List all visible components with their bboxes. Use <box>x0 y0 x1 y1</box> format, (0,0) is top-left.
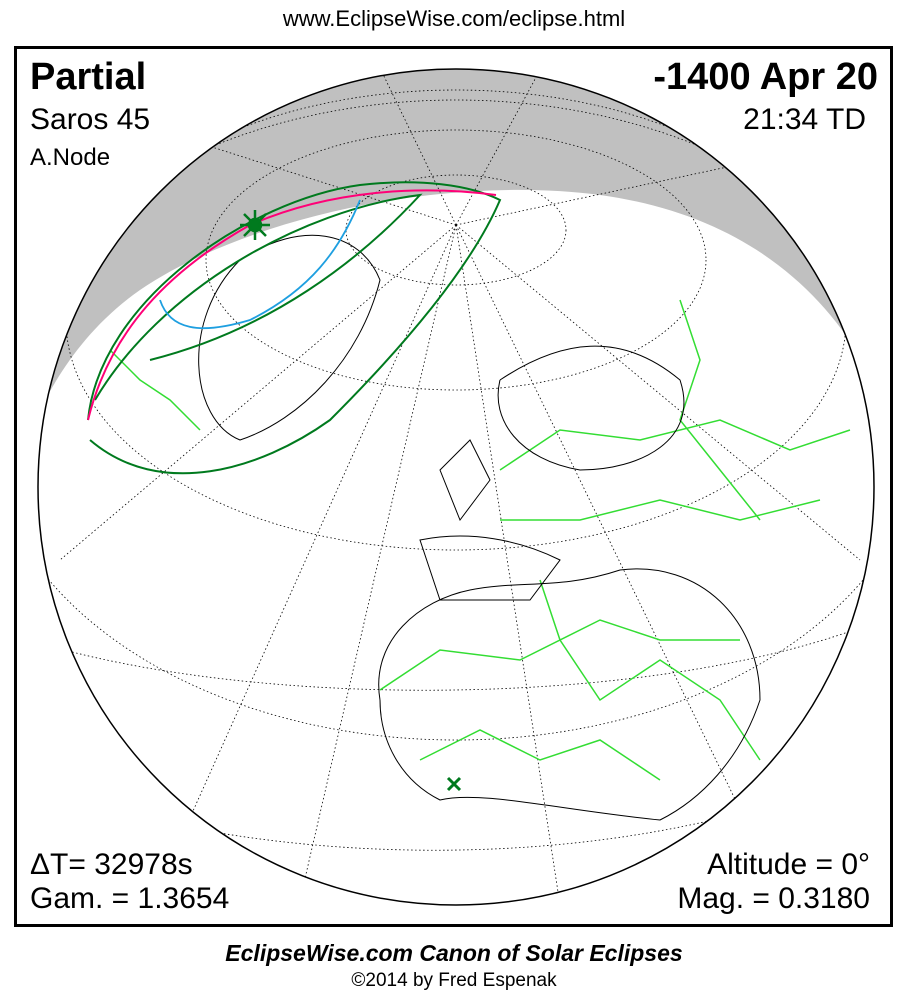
rise-set-curve <box>159 199 361 330</box>
coastlines <box>198 234 761 821</box>
map-frame <box>14 46 893 927</box>
canon-title: EclipseWise.com Canon of Solar Eclipses <box>225 940 683 966</box>
copyright: ©2014 by Fred Espenak <box>351 970 557 991</box>
delta-t: ΔT= 32978s <box>30 848 193 881</box>
sun-star-icon <box>240 210 270 240</box>
magnitude: Mag. = 0.3180 <box>677 882 870 915</box>
source-url[interactable]: www.EclipseWise.com/eclipse.html <box>282 6 626 31</box>
node-label: A.Node <box>30 144 111 171</box>
x-mark-icon <box>446 776 462 792</box>
eclipse-limit-inner <box>94 193 423 401</box>
gamma: Gam. = 1.3654 <box>30 882 230 915</box>
globe <box>38 69 874 905</box>
eclipse-limit-outer <box>87 181 502 475</box>
night-region <box>38 69 874 440</box>
altitude: Altitude = 0° <box>707 848 870 881</box>
country-borders <box>109 299 851 781</box>
eclipse-date: -1400 Apr 20 <box>653 56 878 98</box>
graticule <box>38 69 874 905</box>
saros-number: Saros 45 <box>30 103 151 136</box>
eclipse-time: 21:34 TD <box>743 103 866 136</box>
eclipse-type: Partial <box>30 56 147 98</box>
globe-outline <box>37 68 875 906</box>
